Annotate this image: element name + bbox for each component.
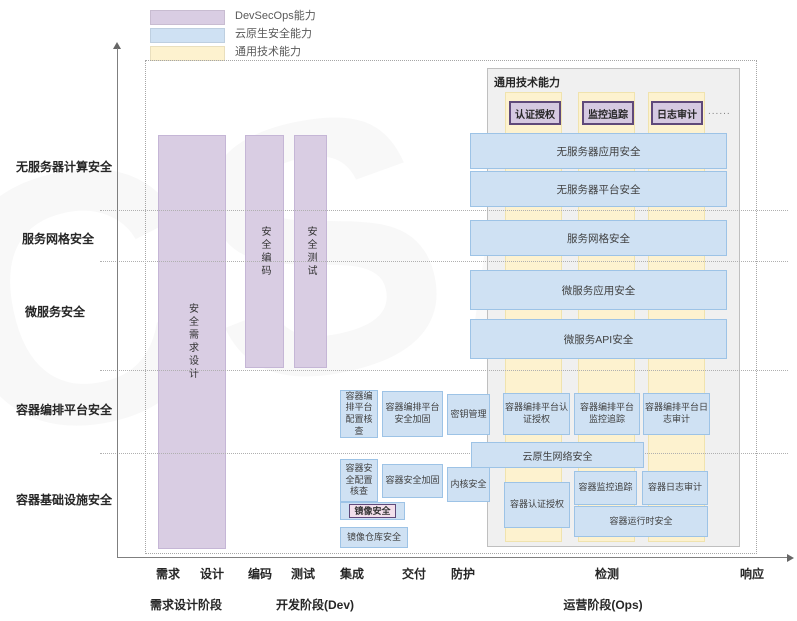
row-separator-3 [100,370,788,371]
capability-image-security: 镜像安全 [340,502,405,520]
capability-orch-config-check: 容器编排平台配置核查 [340,390,378,438]
legend-swatch-devsecops [150,10,225,25]
devsecops-bar-secure-coding-label: 安全编码 [259,225,270,278]
capability-orch-monitoring: 容器编排平台监控追踪 [574,393,640,435]
devsecops-bar-secure-coding: 安全编码 [245,135,284,368]
common-tech-header-authn: 认证授权 [509,101,561,125]
legend-label-common-tech: 通用技术能力 [235,46,301,58]
stage-label-response: 响应 [739,567,765,581]
capability-image-security-label: 镜像安全 [349,504,396,518]
legend-swatch-common-tech [150,46,225,61]
row-separator-2 [100,261,788,262]
capability-container-authn: 容器认证授权 [504,482,570,528]
chart-area-frame [145,60,757,554]
stage-label-testing: 测试 [290,567,316,581]
devsecops-bar-secure-testing: 安全测试 [294,135,327,368]
legend-label-devsecops: DevSecOps能力 [235,10,316,22]
capability-container-monitoring: 容器监控追踪 [574,471,637,505]
y-axis-line [117,48,118,557]
capability-cloud-native-network: 云原生网络安全 [471,442,644,468]
devsecops-bar-secure-testing-label: 安全测试 [305,225,316,278]
stage-label-delivery: 交付 [401,567,427,581]
phase-label-ops: 运营阶段(Ops) [563,598,643,612]
stage-label-coding: 编码 [247,567,273,581]
y-axis-arrow-icon [113,42,121,49]
capability-microservice-api: 微服务API安全 [470,319,727,359]
capability-orch-audit: 容器编排平台日志审计 [643,393,710,435]
capability-serverless-platform: 无服务器平台安全 [470,171,727,207]
common-tech-panel-title: 通用技术能力 [494,77,560,89]
capability-orch-authn: 容器编排平台认证授权 [503,393,570,435]
capability-container-config-check: 容器安全配置核查 [340,459,378,502]
common-tech-header-audit: 日志审计 [651,101,703,125]
capability-kernel-security: 内核安全 [447,467,490,502]
stage-label-integration: 集成 [339,567,365,581]
row-label-microservice: 微服务安全 [25,305,86,319]
capability-container-audit: 容器日志审计 [642,471,708,505]
stage-label-design: 设计 [199,567,225,581]
phase-label-dev: 开发阶段(Dev) [275,598,355,612]
capability-image-registry: 镜像仓库安全 [340,527,408,548]
devsecops-bar-requirement-design-label: 安全需求设计 [186,303,198,381]
common-tech-more-dots: ...... [708,106,731,117]
devsecops-bar-requirement-design: 安全需求设计 [158,135,226,549]
x-axis-line [117,557,787,558]
capability-container-runtime: 容器运行时安全 [574,506,708,537]
capability-orch-hardening: 容器编排平台安全加固 [382,391,443,437]
common-tech-header-monitoring: 监控追踪 [582,101,634,125]
capability-microservice-app: 微服务应用安全 [470,270,727,310]
capability-service-mesh: 服务网格安全 [470,220,727,256]
stage-label-detection: 检测 [594,567,620,581]
row-separator-4 [100,453,788,454]
legend-swatch-cloud-native [150,28,225,43]
x-axis-arrow-icon [787,554,794,562]
stage-label-protection: 防护 [450,567,476,581]
row-separator-1 [100,210,788,211]
capability-container-hardening: 容器安全加固 [382,464,443,498]
legend-label-cloud-native: 云原生安全能力 [235,28,312,40]
stage-label-requirements: 需求 [155,567,181,581]
row-label-infrastructure: 容器基础设施安全 [16,493,113,507]
capability-key-management: 密钥管理 [447,394,490,435]
row-label-orchestration: 容器编排平台安全 [16,403,113,417]
row-label-serverless: 无服务器计算安全 [16,160,113,174]
phase-label-req-design: 需求设计阶段 [149,598,223,612]
row-label-service-mesh: 服务网格安全 [22,232,95,246]
capability-serverless-app: 无服务器应用安全 [470,133,727,169]
